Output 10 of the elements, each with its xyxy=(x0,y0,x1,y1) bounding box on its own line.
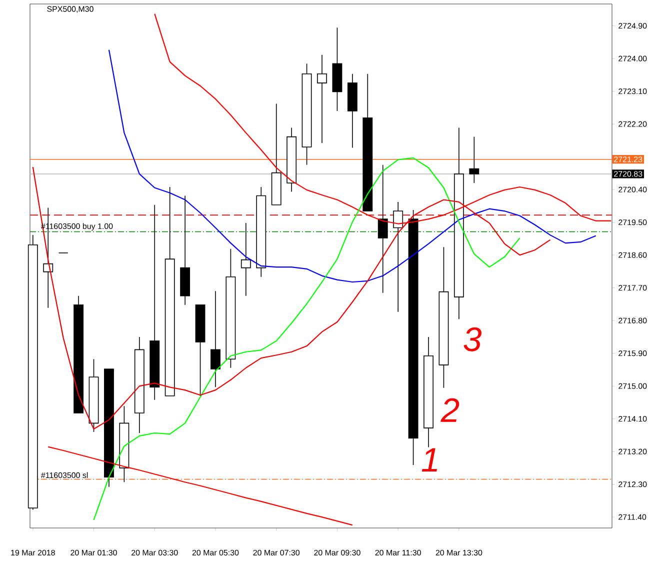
candlestick xyxy=(378,164,388,294)
candlestick xyxy=(240,222,251,296)
annotation: 1 xyxy=(422,448,437,472)
line-series xyxy=(32,166,551,430)
candlestick xyxy=(210,290,220,388)
candlestick xyxy=(469,136,480,184)
candlestick xyxy=(317,54,327,144)
annotation: 2 xyxy=(440,398,460,422)
candlestick xyxy=(393,202,404,312)
annotation: 3 xyxy=(464,327,482,352)
